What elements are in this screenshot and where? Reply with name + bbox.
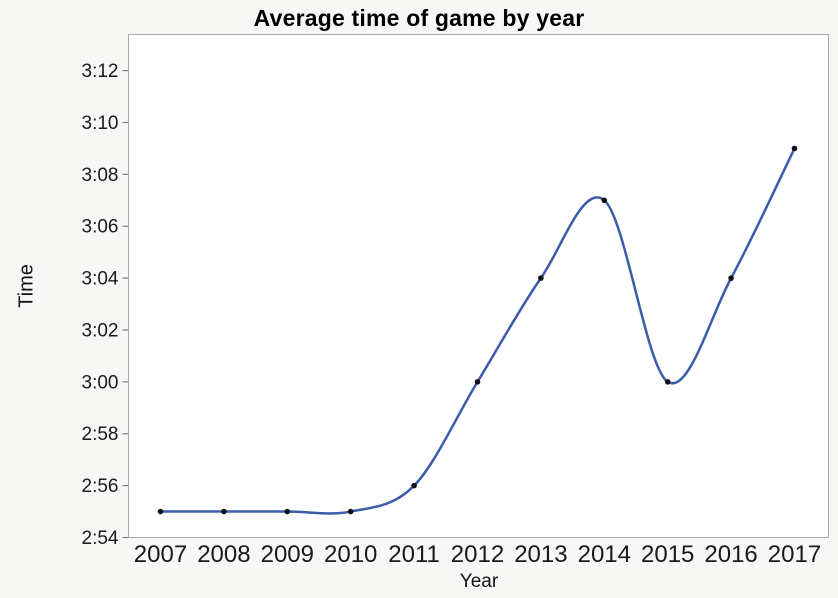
x-tick-label: 2010 — [324, 541, 377, 568]
x-tick-label: 2016 — [704, 541, 757, 568]
y-tick-label: 2:56 — [82, 476, 119, 497]
x-tick-label: 2007 — [134, 541, 187, 568]
data-point-2008 — [221, 508, 227, 515]
x-tick-label: 2013 — [514, 541, 567, 568]
x-tick-label: 2011 — [388, 541, 440, 568]
y-tick-label: 2:58 — [82, 424, 119, 445]
y-tick-label: 3:08 — [82, 165, 119, 186]
data-point-2010 — [347, 508, 354, 515]
data-point-2016 — [728, 275, 734, 281]
plot-frame — [128, 34, 829, 538]
trend-line — [159, 147, 796, 515]
x-tick-label: 2009 — [261, 541, 314, 568]
y-tick-label: 3:12 — [82, 61, 119, 82]
data-point-2015 — [664, 379, 671, 385]
data-point-2013 — [538, 275, 544, 281]
y-tick-label: 3:02 — [82, 320, 119, 341]
y-tick-label: 3:00 — [82, 372, 119, 393]
y-tick-label: 3:06 — [82, 217, 119, 238]
x-tick-label: 2012 — [451, 541, 504, 568]
y-tick-label: 3:10 — [82, 113, 119, 134]
data-point-2011 — [411, 482, 417, 489]
y-tick-label: 3:04 — [82, 269, 119, 290]
data-point-2014 — [601, 197, 608, 204]
data-point-2007 — [157, 508, 164, 515]
data-point-2012 — [474, 379, 481, 385]
data-point-2009 — [284, 508, 291, 515]
x-tick-label: 2015 — [641, 541, 694, 568]
data-point-2017 — [791, 145, 798, 152]
chart-title: Average time of game by year — [253, 5, 585, 31]
y-tick-label: 2:54 — [82, 528, 119, 549]
x-tick-label: 2017 — [768, 541, 821, 568]
x-tick-label: 2008 — [197, 541, 250, 568]
x-axis-title: Year — [459, 571, 499, 592]
x-tick-label: 2014 — [578, 541, 631, 568]
